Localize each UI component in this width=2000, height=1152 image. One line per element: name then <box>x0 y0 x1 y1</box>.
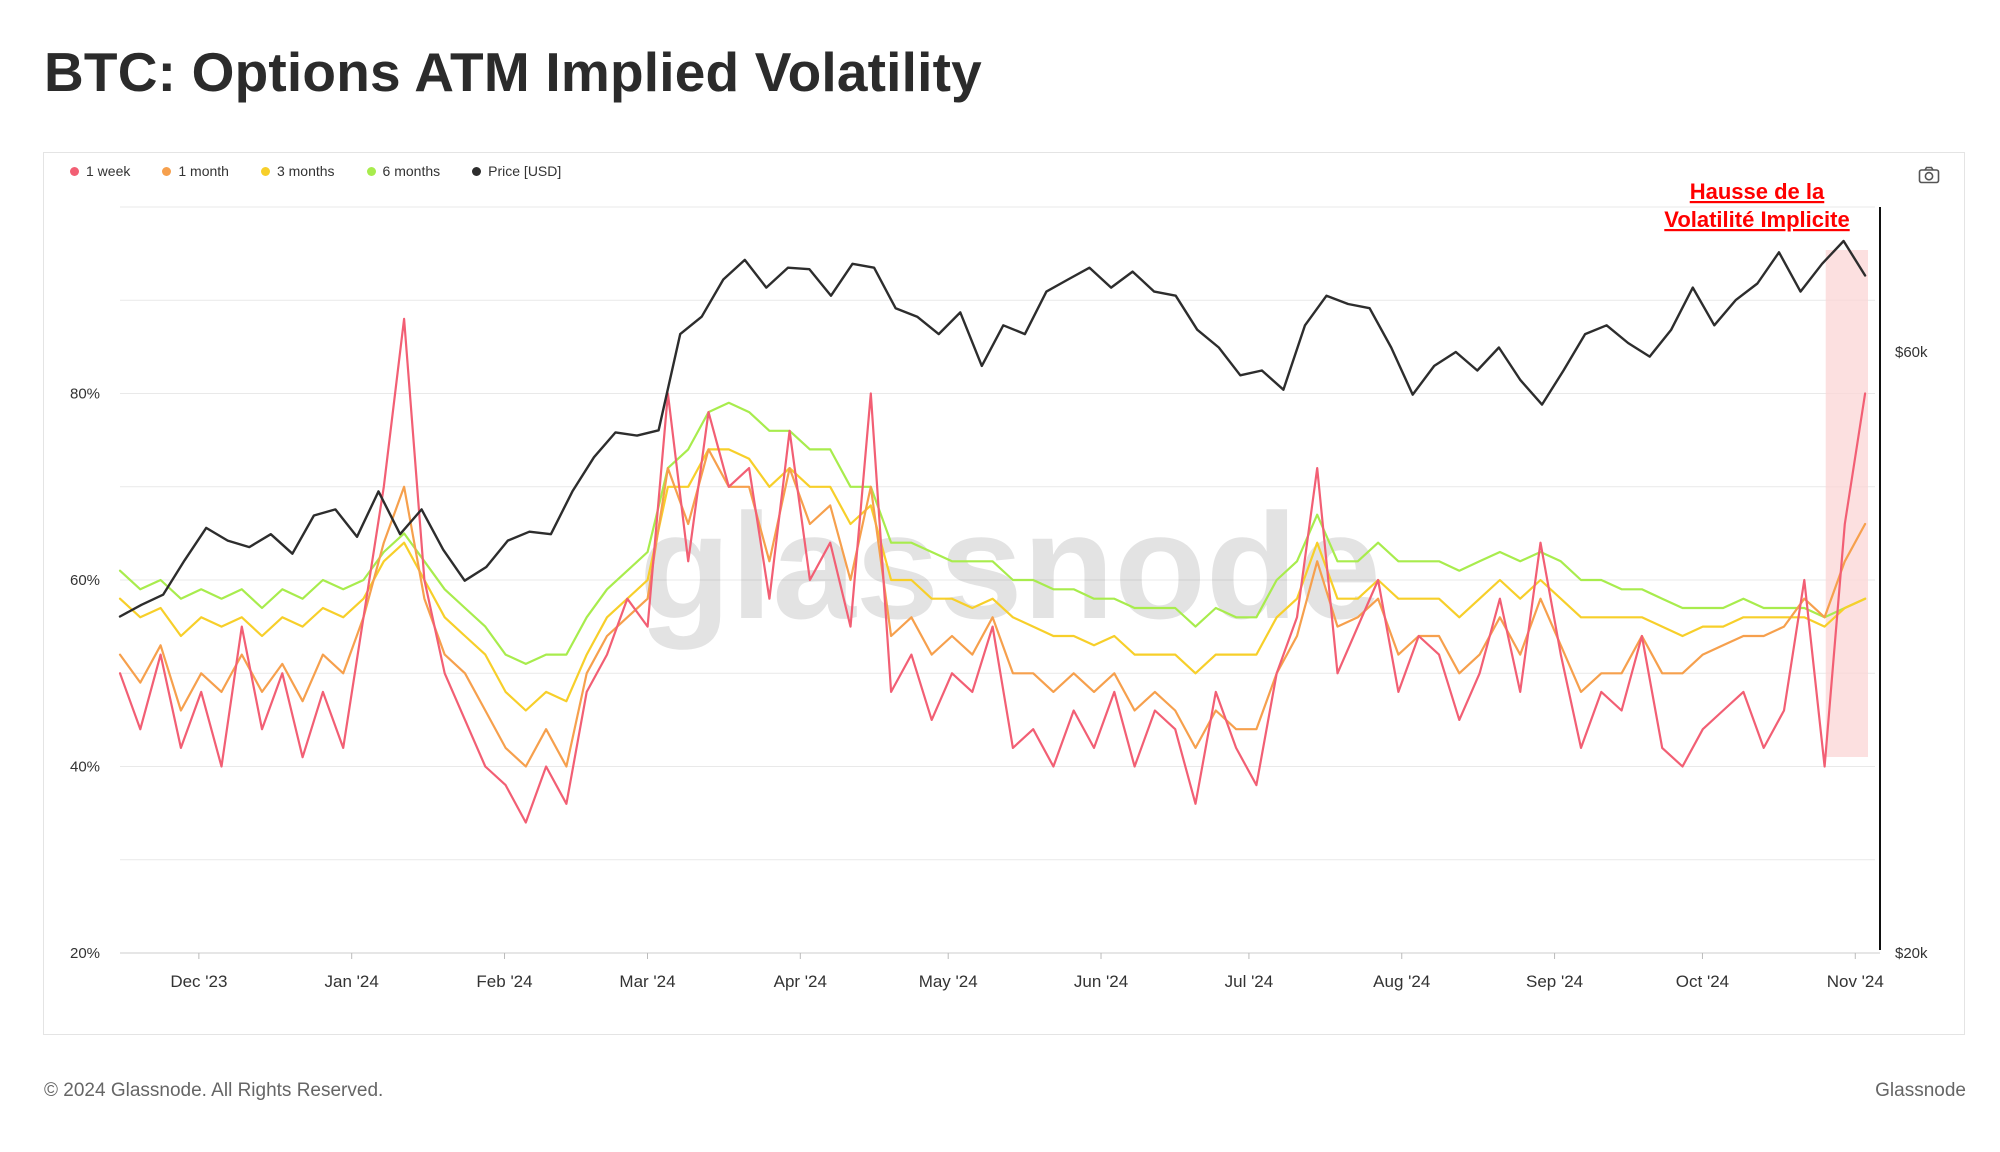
footer-brand: Glassnode <box>1875 1080 1966 1101</box>
legend-label-price: Price [USD] <box>488 163 562 179</box>
y-left-tick-label: 40% <box>70 759 100 776</box>
series-line-price-usd <box>118 239 1867 618</box>
x-tick-label: Aug '24 <box>1373 972 1430 991</box>
annotation-line2: Volatilité Implicite <box>1664 207 1849 232</box>
legend-item-1-month[interactable]: 1 month <box>162 163 229 179</box>
x-tick-label: Mar '24 <box>619 972 675 991</box>
series-line-3-months <box>118 448 1867 712</box>
legend-dot-1-week <box>70 166 79 176</box>
legend-item-1-week[interactable]: 1 week <box>70 163 130 179</box>
x-tick-label: Oct '24 <box>1676 972 1729 991</box>
legend-item-6-months[interactable]: 6 months <box>366 163 441 179</box>
y-right-tick-label: $20k <box>1895 945 1928 962</box>
x-tick-label: Dec '23 <box>170 972 227 991</box>
legend-label-1-week: 1 week <box>86 163 131 179</box>
x-tick-label: Apr '24 <box>774 972 827 991</box>
legend-dot-6-months <box>366 166 376 176</box>
camera-icon[interactable] <box>1918 166 1940 184</box>
legend-label-3-months: 3 months <box>276 163 335 179</box>
x-tick-label: Jan '24 <box>325 972 379 991</box>
y-left-tick-label: 20% <box>70 945 100 962</box>
legend-label-6-months: 6 months <box>382 163 441 179</box>
x-tick-label: Jun '24 <box>1074 972 1128 991</box>
y-right-tick-label: $60k <box>1895 344 1928 361</box>
x-tick-label: Sep '24 <box>1526 972 1583 991</box>
legend-item-3-months[interactable]: 3 months <box>260 163 335 179</box>
chart-container <box>43 152 1965 1035</box>
watermark-text: glassnode <box>639 482 1381 650</box>
x-tick-label: Feb '24 <box>476 972 532 991</box>
page-title: BTC: Options ATM Implied Volatility <box>44 41 982 103</box>
y-axis-left-ticks: 20% 40% 60% 80% <box>70 386 100 963</box>
legend-item-price[interactable]: Price [USD] <box>472 163 561 179</box>
x-tick-label: May '24 <box>919 972 978 991</box>
y-axis-right-ticks: $20k $60k <box>1895 344 1928 962</box>
x-tick-label: Jul '24 <box>1225 972 1274 991</box>
legend-dot-3-months <box>260 166 270 176</box>
legend-dot-1-month <box>162 166 172 176</box>
y-left-tick-label: 60% <box>70 572 100 589</box>
footer-copyright: © 2024 Glassnode. All Rights Reserved. <box>44 1080 384 1101</box>
series-lines <box>118 239 1867 824</box>
chart-legend: 1 week 1 month 3 months 6 months Price [… <box>70 163 561 179</box>
legend-dot-price <box>472 166 482 176</box>
series-line-1-week <box>118 317 1867 824</box>
legend-label-1-month: 1 month <box>178 163 229 179</box>
annotation-line1: Hausse de la <box>1690 179 1825 204</box>
y-left-tick-label: 80% <box>70 386 100 403</box>
series-line-1-month <box>118 448 1867 768</box>
series-line-6-months <box>118 401 1867 666</box>
x-axis-ticks: Dec '23 Jan '24 Feb '24 Mar '24 Apr '24 May '… <box>170 953 1884 991</box>
x-tick-label: Nov '24 <box>1827 972 1884 991</box>
